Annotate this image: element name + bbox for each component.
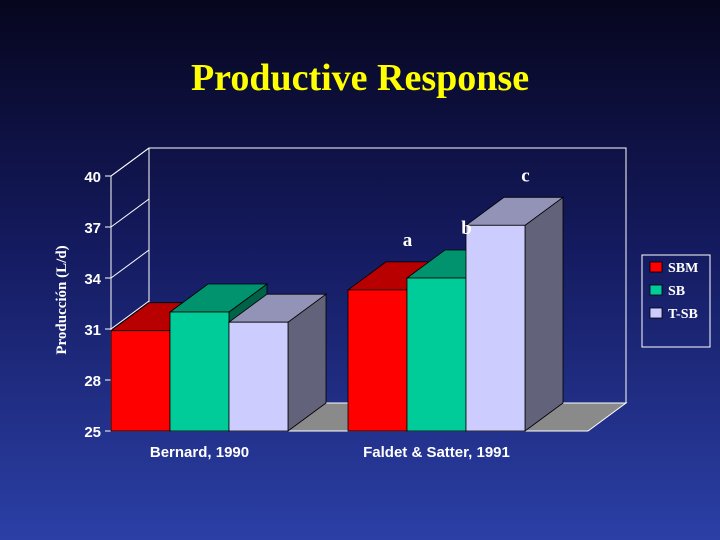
- bar-front: [465, 224, 526, 432]
- plot-area: 25 28 31 34 37 40 Bernard, 1990 Faldet & Satter…: [84, 147, 628, 461]
- legend-label-sbm: SBM: [668, 261, 698, 276]
- y-tick-label: 34: [84, 271, 101, 288]
- legend-swatch-sb: [649, 284, 663, 296]
- bar-front: [406, 277, 467, 432]
- bar-side: [524, 196, 564, 432]
- x-tick-label: Faldet & Satter, 1991: [363, 444, 510, 461]
- bar-front: [347, 289, 408, 432]
- legend-swatch-t-sb: [649, 307, 663, 319]
- y-axis-label: Producción (L/d): [54, 245, 70, 354]
- annotation-label: c: [521, 165, 529, 186]
- annotation-label: a: [403, 230, 413, 251]
- y-tick-slant: [110, 300, 150, 330]
- y-tick-label: 28: [84, 373, 101, 390]
- chart-title: Productive Response: [191, 57, 529, 99]
- y-tick-slant: [110, 198, 150, 228]
- y-tick-label: 40: [84, 169, 101, 186]
- bar-front: [110, 330, 171, 432]
- y-tick-label: 31: [84, 322, 101, 339]
- legend-label-t-sb: T-SB: [668, 307, 698, 322]
- y-tick-slant: [110, 249, 150, 279]
- x-tick-label: Bernard, 1990: [150, 444, 249, 461]
- y-tick-label: 37: [84, 220, 101, 237]
- legend-box: [641, 254, 711, 348]
- y-tick-label: 25: [84, 424, 101, 441]
- bar-t-sb-1: [227, 293, 328, 432]
- legend: SBM SB T-SB: [641, 254, 711, 348]
- bar-front: [169, 311, 230, 432]
- y-tick-slant: [110, 147, 150, 177]
- legend-label-sb: SB: [668, 284, 685, 299]
- bar-t-sb-2: [464, 196, 565, 432]
- legend-swatch-sbm: [649, 261, 663, 273]
- annotation-label: b: [461, 218, 472, 239]
- bar-front: [228, 321, 289, 432]
